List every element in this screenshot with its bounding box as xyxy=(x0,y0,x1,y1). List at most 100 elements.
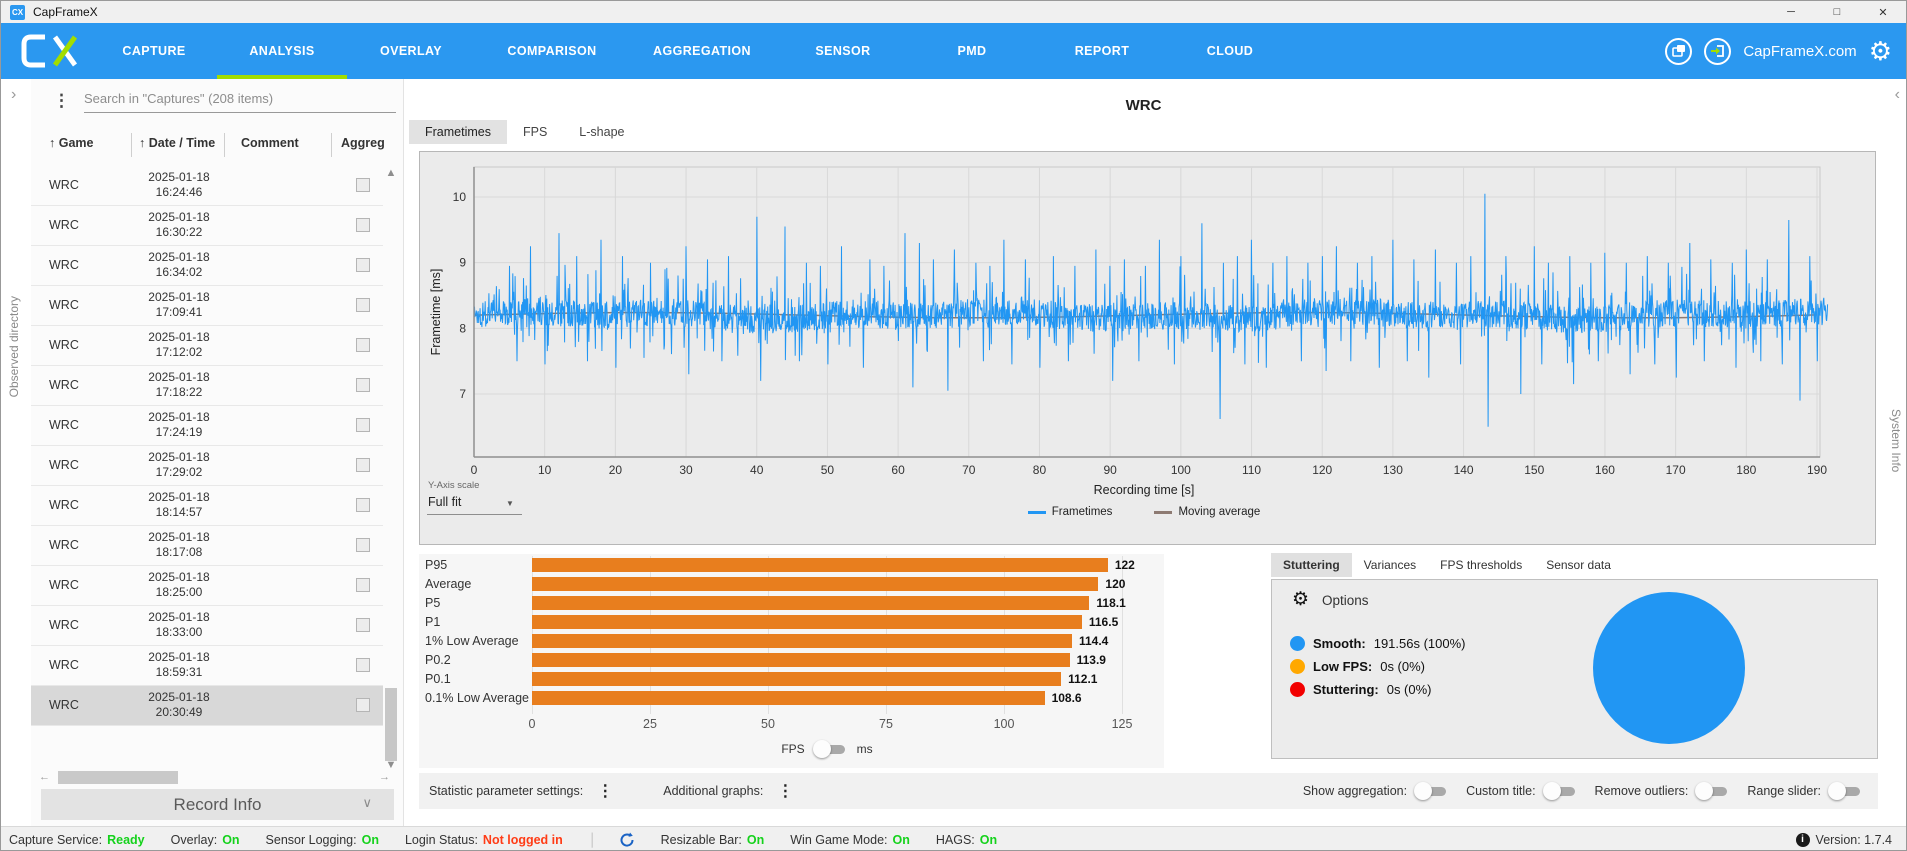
panel-tab-fps-thresholds[interactable]: FPS thresholds xyxy=(1440,558,1523,572)
nav-item-cloud[interactable]: CLOUD xyxy=(1206,44,1254,58)
scroll-right-icon[interactable]: → xyxy=(379,771,390,783)
svg-text:100: 100 xyxy=(1171,463,1191,477)
column-header-aggreg[interactable]: Aggreg xyxy=(341,136,385,150)
aggregation-checkbox[interactable] xyxy=(356,298,370,312)
bar-value: 116.5 xyxy=(1088,615,1119,629)
nav-item-sensor[interactable]: SENSOR xyxy=(815,44,871,58)
system-info-label[interactable]: System Info xyxy=(1889,409,1903,473)
info-icon[interactable]: i xyxy=(1795,832,1810,847)
unit-toggle[interactable] xyxy=(812,740,849,758)
capture-row[interactable]: WRC 2025-01-18 17:12:02 xyxy=(31,326,383,366)
capture-row[interactable]: WRC 2025-01-18 16:30:22 xyxy=(31,206,383,246)
tab-l-shape[interactable]: L-shape xyxy=(579,125,625,139)
column-divider[interactable] xyxy=(224,133,225,157)
login-button[interactable] xyxy=(1704,37,1732,65)
aggregation-checkbox[interactable] xyxy=(356,418,370,432)
fps-percentile-bar-chart: P95 122 Average 120 P5 118.1 P1 116.5 1% Low Ave… xyxy=(419,554,1164,768)
aggregation-checkbox[interactable] xyxy=(356,498,370,512)
status-label: Win Game Mode: xyxy=(790,832,888,847)
capture-row[interactable]: WRC 2025-01-18 17:24:19 xyxy=(31,406,383,446)
panel-tab-variances[interactable]: Variances xyxy=(1363,558,1417,572)
capture-row[interactable]: WRC 2025-01-18 17:29:02 xyxy=(31,446,383,486)
toggle-range-slider[interactable] xyxy=(1828,782,1864,800)
capture-row[interactable]: WRC 2025-01-18 18:25:00 xyxy=(31,566,383,606)
toggle-item: Show aggregation: xyxy=(1303,782,1450,800)
scroll-up-icon[interactable]: ▲ xyxy=(385,167,397,179)
scroll-down-icon[interactable]: ▼ xyxy=(385,759,397,771)
capture-game: WRC xyxy=(49,418,79,432)
toggle-remove-outliers[interactable] xyxy=(1695,782,1731,800)
search-input[interactable] xyxy=(84,87,396,113)
tab-fps[interactable]: FPS xyxy=(522,125,548,139)
sidebar-collapse-chevron[interactable]: › xyxy=(11,86,17,103)
options-gear-icon[interactable]: ⚙ xyxy=(1292,589,1310,610)
yaxis-scale-select[interactable]: Full fit xyxy=(428,495,462,509)
panel-tab-stuttering[interactable]: Stuttering xyxy=(1271,553,1352,577)
aggregation-checkbox[interactable] xyxy=(356,178,370,192)
capture-row[interactable]: WRC 2025-01-18 18:59:31 xyxy=(31,646,383,686)
legend-swatch xyxy=(1027,510,1046,514)
screenshot-gallery-button[interactable] xyxy=(1665,37,1693,65)
vertical-scrollbar-thumb[interactable] xyxy=(385,688,397,761)
bar-value: 118.1 xyxy=(1096,596,1126,610)
toggle-custom-title[interactable] xyxy=(1542,782,1579,800)
capture-row[interactable]: WRC 2025-01-18 16:34:02 xyxy=(31,246,383,286)
toggle-show-aggregation[interactable] xyxy=(1414,782,1450,800)
frametime-chart[interactable]: 7 8 9 10 0 10 20 30 40 50 60 70 80 90 100 110 120 130 140 1… xyxy=(419,151,1876,545)
scroll-left-icon[interactable]: ← xyxy=(39,771,50,783)
svg-text:70: 70 xyxy=(962,463,976,477)
aggregation-checkbox[interactable] xyxy=(356,538,370,552)
status-value: On xyxy=(979,832,998,847)
aggregation-checkbox[interactable] xyxy=(356,658,370,672)
aggregation-checkbox[interactable] xyxy=(356,698,370,712)
horizontal-scrollbar[interactable]: ← → xyxy=(31,771,401,785)
search-menu-kebab-icon[interactable]: ⋮ xyxy=(53,91,70,110)
settings-kebab-icon[interactable]: ⋮ xyxy=(777,783,794,800)
minimize-button[interactable]: ─ xyxy=(1787,6,1795,18)
observed-directory-label[interactable]: Observed directory xyxy=(7,296,21,398)
panel-tab-sensor-data[interactable]: Sensor data xyxy=(1546,558,1611,572)
capture-row[interactable]: WRC 2025-01-18 16:24:46 xyxy=(31,166,383,206)
capture-row[interactable]: WRC 2025-01-18 18:33:00 xyxy=(31,606,383,646)
settings-kebab-icon[interactable]: ⋮ xyxy=(597,783,614,800)
aggregation-checkbox[interactable] xyxy=(356,218,370,232)
column-divider[interactable] xyxy=(331,133,332,157)
capture-row[interactable]: WRC 2025-01-18 17:09:41 xyxy=(31,286,383,326)
nav-item-aggregation[interactable]: AGGREGATION xyxy=(653,44,751,58)
column-header-game[interactable]: ↑ Game xyxy=(49,136,94,150)
capture-row[interactable]: WRC 2025-01-18 18:14:57 xyxy=(31,486,383,526)
systeminfo-collapse-chevron[interactable]: ‹ xyxy=(1894,86,1900,103)
bar-category-label: 0.1% Low Average xyxy=(425,691,530,705)
nav-item-report[interactable]: REPORT xyxy=(1074,44,1130,58)
nav-item-overlay[interactable]: OVERLAY xyxy=(379,44,443,58)
close-button[interactable]: ✕ xyxy=(1878,6,1888,19)
bar-xtick: 100 xyxy=(993,717,1015,731)
horizontal-scrollbar-thumb[interactable] xyxy=(58,771,178,784)
column-header-comment[interactable]: Comment xyxy=(241,136,299,150)
capture-row[interactable]: WRC 2025-01-18 18:17:08 xyxy=(31,526,383,566)
column-divider[interactable] xyxy=(131,133,132,157)
site-link[interactable]: CapFrameX.com xyxy=(1743,42,1857,60)
aggregation-checkbox[interactable] xyxy=(356,578,370,592)
dropdown-arrow-icon[interactable]: ▼ xyxy=(506,499,514,508)
aggregation-checkbox[interactable] xyxy=(356,258,370,272)
tab-frametimes[interactable]: Frametimes xyxy=(409,120,507,144)
capture-row[interactable]: WRC 2025-01-18 17:18:22 xyxy=(31,366,383,406)
bar-category-label: P1 xyxy=(425,615,441,629)
record-info-bar[interactable]: Record Info ∨ xyxy=(41,789,394,820)
capture-row[interactable]: WRC 2025-01-18 20:30:49 xyxy=(31,686,383,726)
status-item: Sensor Logging: On xyxy=(266,833,379,847)
aggregation-checkbox[interactable] xyxy=(356,618,370,632)
settings-gear-icon[interactable]: ⚙ xyxy=(1868,36,1892,66)
aggregation-checkbox[interactable] xyxy=(356,458,370,472)
column-header-date-time[interactable]: ↑ Date / Time xyxy=(139,136,216,150)
maximize-button[interactable]: □ xyxy=(1833,6,1841,18)
nav-item-comparison[interactable]: COMPARISON xyxy=(507,44,597,58)
nav-item-pmd[interactable]: PMD xyxy=(957,44,987,58)
nav-item-analysis[interactable]: ANALYSIS xyxy=(249,44,315,58)
aggregation-checkbox[interactable] xyxy=(356,338,370,352)
aggregation-checkbox[interactable] xyxy=(356,378,370,392)
nav-item-capture[interactable]: CAPTURE xyxy=(122,44,186,58)
bar-category-label: P95 xyxy=(425,558,448,572)
bar-p0-2 xyxy=(532,653,1070,667)
